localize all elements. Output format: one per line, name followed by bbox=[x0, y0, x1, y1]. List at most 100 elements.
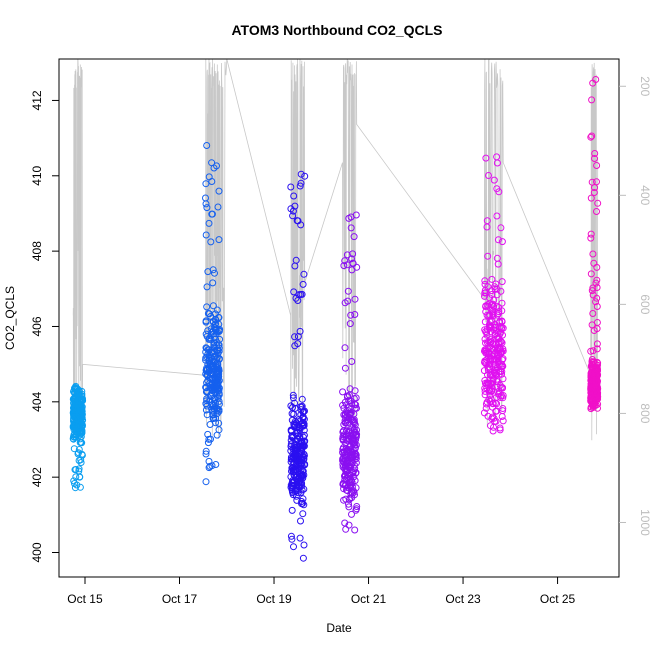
point bbox=[593, 162, 601, 169]
point bbox=[499, 324, 507, 332]
point bbox=[489, 427, 497, 435]
point bbox=[299, 554, 307, 562]
point bbox=[493, 291, 501, 299]
point bbox=[208, 328, 215, 336]
point bbox=[215, 387, 223, 395]
point bbox=[202, 231, 210, 239]
point bbox=[484, 412, 492, 420]
point bbox=[70, 445, 78, 453]
point bbox=[481, 391, 489, 399]
point bbox=[215, 397, 223, 405]
point bbox=[587, 347, 595, 355]
point bbox=[492, 341, 500, 348]
point bbox=[214, 359, 222, 367]
point bbox=[208, 364, 216, 371]
point bbox=[593, 294, 601, 302]
point bbox=[342, 431, 350, 439]
point bbox=[209, 411, 217, 419]
point bbox=[347, 224, 355, 232]
point bbox=[215, 419, 223, 427]
point bbox=[593, 284, 601, 291]
point bbox=[347, 213, 355, 221]
point bbox=[341, 472, 349, 480]
point bbox=[499, 417, 507, 425]
point bbox=[493, 377, 501, 385]
point bbox=[297, 170, 305, 178]
point bbox=[340, 404, 348, 412]
point bbox=[484, 252, 492, 260]
x-tick-label-0: Oct 15 bbox=[67, 592, 103, 606]
point bbox=[216, 325, 224, 333]
point bbox=[203, 402, 211, 410]
point bbox=[78, 407, 86, 415]
point bbox=[351, 438, 359, 446]
point bbox=[294, 489, 302, 497]
point bbox=[72, 473, 80, 481]
point bbox=[340, 421, 348, 429]
point bbox=[215, 389, 223, 397]
point bbox=[203, 303, 211, 311]
point bbox=[287, 532, 295, 540]
point bbox=[589, 310, 597, 317]
x-axis: Oct 15 Oct 17 Oct 19 Oct 21 Oct 23 Oct 25 bbox=[67, 577, 576, 606]
point bbox=[499, 345, 507, 353]
point bbox=[71, 423, 79, 431]
point bbox=[298, 395, 306, 403]
y-tick-label-2: 404 bbox=[30, 391, 44, 411]
series-4 bbox=[339, 211, 361, 534]
point bbox=[496, 318, 504, 325]
y2-tick-label-1: 400 bbox=[638, 185, 650, 205]
point bbox=[490, 176, 498, 184]
point bbox=[590, 327, 598, 334]
point bbox=[79, 395, 86, 403]
point bbox=[78, 414, 86, 422]
point bbox=[341, 364, 349, 372]
point bbox=[296, 482, 304, 490]
point bbox=[483, 384, 491, 392]
series-5 bbox=[480, 153, 507, 435]
point bbox=[289, 212, 297, 220]
chart-title: ATOM3 Northbound CO2_QCLS bbox=[231, 22, 442, 38]
point bbox=[77, 459, 85, 466]
point bbox=[75, 465, 83, 473]
point bbox=[299, 510, 307, 518]
point bbox=[351, 295, 359, 303]
point bbox=[593, 208, 600, 215]
point bbox=[297, 470, 305, 478]
point bbox=[484, 371, 491, 379]
point bbox=[291, 342, 299, 350]
point bbox=[70, 477, 78, 485]
y-tick-label-0: 400 bbox=[30, 542, 44, 562]
point bbox=[74, 389, 81, 396]
point bbox=[295, 416, 303, 424]
point bbox=[499, 405, 507, 412]
point bbox=[343, 251, 351, 259]
point bbox=[78, 421, 86, 429]
point bbox=[345, 479, 353, 487]
altitude-line bbox=[72, 58, 599, 441]
point bbox=[298, 419, 306, 427]
point bbox=[287, 427, 295, 435]
point bbox=[485, 172, 492, 179]
point bbox=[204, 310, 212, 317]
point bbox=[493, 400, 501, 408]
point bbox=[587, 194, 595, 202]
point bbox=[299, 467, 307, 475]
point bbox=[481, 292, 488, 300]
point bbox=[590, 399, 598, 407]
point bbox=[340, 262, 348, 270]
y-tick-label-3: 406 bbox=[30, 316, 44, 336]
point bbox=[590, 189, 598, 196]
point bbox=[291, 447, 299, 455]
x-axis-label: Date bbox=[326, 621, 352, 635]
point bbox=[339, 461, 347, 469]
point bbox=[484, 302, 492, 310]
point bbox=[213, 342, 221, 349]
point bbox=[589, 374, 597, 382]
point bbox=[483, 329, 491, 337]
data-points bbox=[69, 76, 602, 562]
point bbox=[300, 501, 308, 509]
point bbox=[287, 442, 295, 450]
point bbox=[212, 461, 220, 468]
point bbox=[213, 162, 220, 170]
